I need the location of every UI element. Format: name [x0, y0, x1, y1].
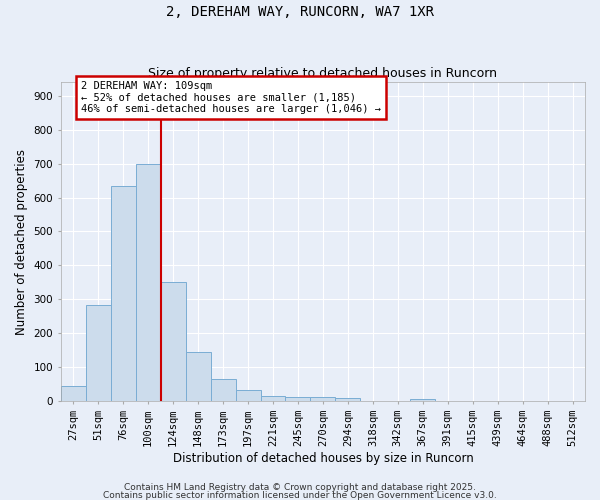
Text: 2 DEREHAM WAY: 109sqm
← 52% of detached houses are smaller (1,185)
46% of semi-d: 2 DEREHAM WAY: 109sqm ← 52% of detached … [81, 80, 381, 114]
X-axis label: Distribution of detached houses by size in Runcorn: Distribution of detached houses by size … [173, 452, 473, 465]
Text: 2, DEREHAM WAY, RUNCORN, WA7 1XR: 2, DEREHAM WAY, RUNCORN, WA7 1XR [166, 5, 434, 19]
Y-axis label: Number of detached properties: Number of detached properties [15, 148, 28, 334]
Bar [111, 186, 136, 402]
Text: Contains HM Land Registry data © Crown copyright and database right 2025.: Contains HM Land Registry data © Crown c… [124, 484, 476, 492]
Bar [260, 396, 286, 402]
Bar [61, 386, 86, 402]
Bar [236, 390, 260, 402]
Bar [211, 378, 236, 402]
Bar [286, 397, 310, 402]
Bar [310, 397, 335, 402]
Text: Contains public sector information licensed under the Open Government Licence v3: Contains public sector information licen… [103, 490, 497, 500]
Bar [136, 164, 161, 402]
Bar [161, 282, 185, 402]
Bar [410, 398, 435, 402]
Bar [335, 398, 361, 402]
Bar [185, 352, 211, 402]
Bar [86, 304, 111, 402]
Title: Size of property relative to detached houses in Runcorn: Size of property relative to detached ho… [148, 66, 497, 80]
